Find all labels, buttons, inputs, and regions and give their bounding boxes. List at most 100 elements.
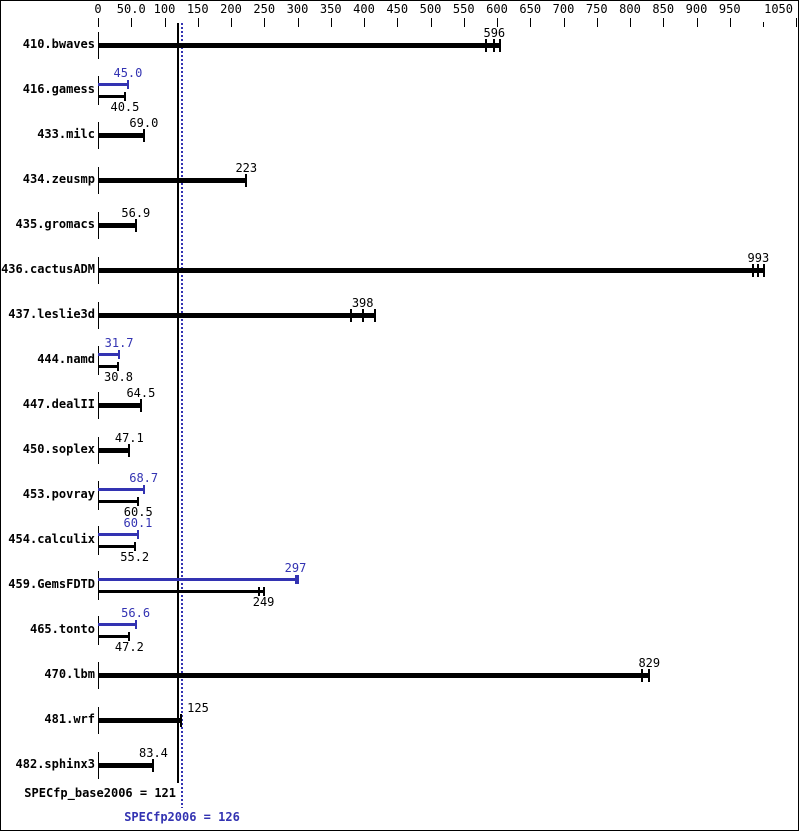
axis-tick <box>497 18 498 27</box>
peak-reference-line <box>180 23 183 808</box>
result-bar-base <box>98 313 375 318</box>
run-tick-base <box>263 587 265 596</box>
result-value-label: 829 <box>638 656 661 670</box>
run-tick-base <box>124 92 126 101</box>
result-value-label: 68.7 <box>129 471 159 485</box>
axis-tick-label: 350 <box>319 2 342 16</box>
run-tick-base <box>763 264 765 277</box>
result-value-label: 596 <box>483 26 506 40</box>
run-tick-base <box>128 632 130 641</box>
axis-tick-label: 800 <box>619 2 641 16</box>
axis-tick-label: 1050 <box>764 2 793 16</box>
result-bar-base <box>98 178 246 183</box>
result-bar-base <box>98 133 144 138</box>
run-tick-peak <box>118 350 120 359</box>
result-value-label: 56.6 <box>121 606 151 620</box>
axis-tick <box>264 18 265 27</box>
result-value-label: 398 <box>351 296 374 310</box>
result-value-label: 69.0 <box>129 116 159 130</box>
axis-tick <box>165 18 166 27</box>
result-bar-peak <box>98 578 296 581</box>
run-tick-base <box>245 174 247 187</box>
benchmark-label: 482.sphinx3 <box>15 757 95 771</box>
axis-tick-label: 700 <box>552 2 575 16</box>
result-bar-base <box>98 763 153 768</box>
axis-tick-label: 200 <box>220 2 242 16</box>
peak-summary-label: SPECfp2006 = 126 <box>124 810 240 824</box>
axis-tick-label: 150 <box>186 2 209 16</box>
result-value-label: 56.9 <box>121 206 151 220</box>
run-tick-base <box>757 264 759 277</box>
axis-tick-label: 750 <box>585 2 608 16</box>
axis-tick <box>663 18 664 27</box>
base-summary-label: SPECfp_base2006 = 121 <box>24 786 176 800</box>
result-value-label: 249 <box>252 595 275 609</box>
axis-tick <box>763 22 764 27</box>
benchmark-label: 436.cactusADM <box>1 262 95 276</box>
row-axis-bracket <box>98 526 99 555</box>
run-tick-base <box>374 309 376 322</box>
run-tick-base <box>134 542 136 551</box>
axis-tick-label: 450 <box>386 2 409 16</box>
run-tick-base <box>499 39 501 52</box>
result-value-label: 64.5 <box>126 386 156 400</box>
axis-tick <box>298 18 299 27</box>
benchmark-label: 454.calculix <box>8 532 95 546</box>
result-bar-base <box>98 95 125 98</box>
result-bar-base <box>98 673 649 678</box>
axis-tick-label: 600 <box>486 2 508 16</box>
result-bar-base <box>98 43 500 48</box>
row-axis-bracket <box>98 616 99 645</box>
benchmark-label: 470.lbm <box>44 667 95 681</box>
benchmark-label: 450.soplex <box>22 442 95 456</box>
result-bar-peak <box>98 83 128 86</box>
axis-tick-label: 850 <box>652 2 675 16</box>
result-value-label: 47.2 <box>114 640 144 654</box>
axis-tick-label: 250 <box>253 2 276 16</box>
axis-tick <box>331 18 332 27</box>
axis-tick <box>397 18 398 27</box>
axis-tick <box>796 18 797 27</box>
run-tick-base <box>350 309 352 322</box>
axis-tick-label: 400 <box>353 2 375 16</box>
row-axis-bracket <box>98 346 99 375</box>
result-value-label: 60.5 <box>123 505 153 519</box>
benchmark-label: 447.dealII <box>22 397 95 411</box>
result-value-label: 55.2 <box>120 550 150 564</box>
axis-tick <box>364 18 365 27</box>
result-value-label: 125 <box>187 701 209 715</box>
axis-tick <box>198 18 199 27</box>
run-tick-base <box>128 444 130 457</box>
benchmark-label: 434.zeusmp <box>22 172 95 186</box>
run-tick-base <box>140 399 142 412</box>
run-tick-base <box>258 587 260 596</box>
axis-tick-label: 0 <box>94 2 102 16</box>
benchmark-label: 481.wrf <box>44 712 95 726</box>
run-tick-base <box>152 759 154 772</box>
run-tick-base <box>648 669 650 682</box>
run-tick-peak <box>127 80 129 89</box>
axis-tick <box>697 18 698 27</box>
benchmark-label: 465.tonto <box>29 622 95 636</box>
run-tick-base <box>485 39 487 52</box>
result-bar-peak <box>98 353 119 356</box>
result-bar-base <box>98 403 141 408</box>
run-tick-base <box>143 129 145 142</box>
axis-tick <box>597 18 598 27</box>
axis-tick <box>131 18 132 27</box>
axis-tick <box>530 18 531 27</box>
benchmark-label: 433.milc <box>37 127 95 141</box>
result-value-label: 993 <box>747 251 770 265</box>
axis-tick-label: 550 <box>452 2 475 16</box>
benchmark-label: 453.povray <box>22 487 95 501</box>
result-bar-base <box>98 545 135 548</box>
result-value-label: 60.1 <box>123 516 153 530</box>
run-tick-peak <box>137 530 139 539</box>
run-tick-base <box>137 497 139 506</box>
result-value-label: 30.8 <box>104 370 133 384</box>
result-value-label: 47.1 <box>114 431 144 445</box>
axis-tick-label: 500 <box>419 2 442 16</box>
result-value-label: 297 <box>284 561 307 575</box>
run-tick-peak <box>135 620 137 629</box>
run-tick-base <box>493 39 495 52</box>
